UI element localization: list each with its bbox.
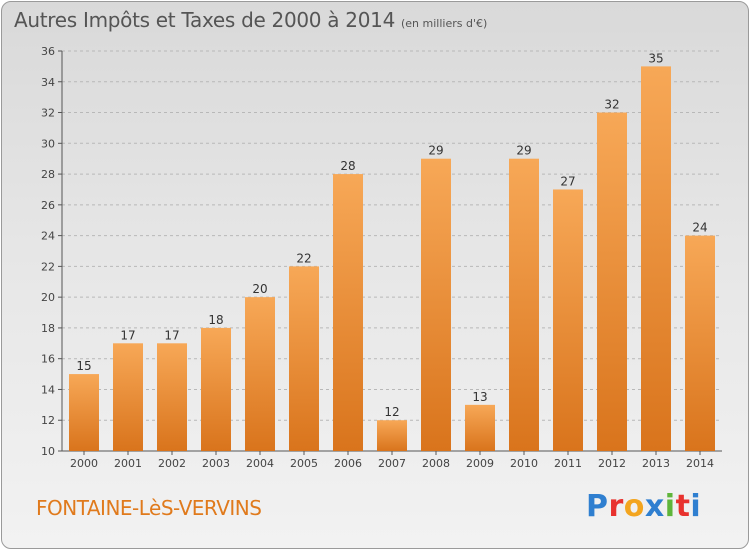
y-tick-label: 12 [41, 414, 55, 427]
data-label-2009: 13 [472, 390, 487, 404]
logo-letter: x [644, 489, 665, 524]
data-labels: 15 17 17 18 20 22 28 12 29 13 29 27 32 35 24 [76, 51, 707, 419]
data-label-2000: 15 [76, 359, 91, 373]
x-tick-label: 2000 [70, 457, 98, 470]
bar-2006 [333, 174, 363, 452]
data-label-2002: 17 [164, 328, 179, 342]
bar-2010 [509, 158, 539, 451]
x-tick-label: 2006 [334, 457, 362, 470]
bar-2013 [641, 66, 671, 451]
y-tick-label: 18 [41, 322, 55, 335]
bar-2012 [597, 112, 627, 452]
bar-2007 [377, 420, 407, 451]
y-tick-label: 28 [41, 168, 55, 181]
x-tick-label: 2003 [202, 457, 230, 470]
x-tick-label: 2012 [598, 457, 626, 470]
y-tick-label: 32 [41, 107, 55, 120]
bar-2001 [113, 343, 143, 451]
bar-2005 [289, 266, 319, 451]
data-label-2011: 27 [560, 174, 575, 188]
logo-letter: i [664, 489, 676, 524]
x-tick-labels: 2000 2001 2002 2003 2004 2005 2006 2007 2008 2009… [70, 457, 714, 470]
y-tick-label: 10 [41, 445, 55, 458]
x-tick-label: 2002 [158, 457, 186, 470]
data-label-2010: 29 [516, 144, 531, 158]
bar-2000 [69, 374, 99, 451]
x-tick-label: 2014 [686, 457, 714, 470]
chart-title-unit: (en milliers d'€) [401, 17, 488, 30]
bars [69, 66, 715, 452]
x-tick-label: 2008 [422, 457, 450, 470]
chart-title-main: Autres Impôts et Taxes de 2000 à 2014 [14, 8, 395, 32]
bar-2009 [465, 404, 495, 451]
data-label-2012: 32 [604, 98, 619, 112]
x-tick-label: 2011 [554, 457, 582, 470]
y-tick-label: 34 [41, 76, 55, 89]
y-tick-label: 36 [41, 45, 55, 58]
x-tick-label: 2013 [642, 457, 670, 470]
bar-2004 [245, 297, 275, 451]
logo-letter: i [690, 489, 702, 524]
logo-letter: t [675, 489, 691, 524]
y-tick-label: 20 [41, 291, 55, 304]
y-tick-labels: 10 12 14 16 18 20 22 24 26 28 30 32 34 36 [41, 45, 55, 458]
chart-title: Autres Impôts et Taxes de 2000 à 2014 (en… [14, 8, 487, 32]
logo-letter: o [623, 489, 645, 524]
commune-name: FONTAINE-LèS-VERVINS [36, 496, 262, 520]
data-label-2004: 20 [252, 282, 267, 296]
x-tick-label: 2007 [378, 457, 406, 470]
data-label-2003: 18 [208, 313, 223, 327]
x-tick-label: 2004 [246, 457, 274, 470]
data-label-2007: 12 [384, 405, 399, 419]
data-label-2014: 24 [692, 221, 707, 235]
bar-2011 [553, 189, 583, 451]
data-label-2005: 22 [296, 251, 311, 265]
y-tick-label: 26 [41, 199, 55, 212]
bar-2008 [421, 158, 451, 451]
logo-letter: r [608, 489, 624, 524]
bar-2002 [157, 343, 187, 451]
x-tick-label: 2001 [114, 457, 142, 470]
y-tick-label: 22 [41, 260, 55, 273]
y-tick-label: 30 [41, 137, 55, 150]
data-label-2013: 35 [648, 51, 663, 65]
proxiti-logo: Proxiti [586, 489, 701, 524]
x-tick-label: 2010 [510, 457, 538, 470]
y-tick-label: 24 [41, 230, 55, 243]
x-tick-label: 2009 [466, 457, 494, 470]
logo-letter: P [586, 489, 609, 524]
bar-2014 [685, 235, 715, 451]
data-label-2001: 17 [120, 328, 135, 342]
data-label-2006: 28 [340, 159, 355, 173]
bar-2003 [201, 327, 231, 451]
data-label-2008: 29 [428, 144, 443, 158]
y-tick-label: 14 [41, 383, 55, 396]
x-tick-label: 2005 [290, 457, 318, 470]
y-tick-label: 16 [41, 353, 55, 366]
